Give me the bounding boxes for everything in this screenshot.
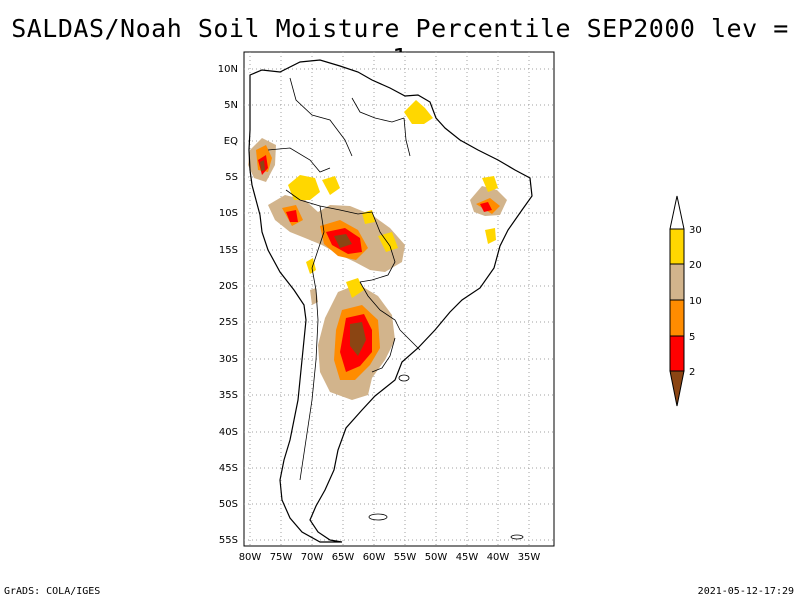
lat-label: 40S: [219, 427, 238, 438]
legend-label: 5: [689, 332, 695, 343]
legend-label: 30: [689, 225, 702, 236]
legend-label: 10: [689, 296, 702, 307]
colorbar-labels: 2 5 10 20 30: [689, 225, 702, 378]
lon-label: 70W: [301, 552, 324, 563]
lat-label: 35S: [219, 390, 238, 401]
shade-20-30: [288, 100, 498, 298]
lat-label: 10S: [219, 208, 238, 219]
lat-label: 50S: [219, 499, 238, 510]
lat-label: 45S: [219, 463, 238, 474]
lat-label: 10N: [218, 64, 238, 75]
lon-label: 40W: [487, 552, 510, 563]
lat-label: 25S: [219, 317, 238, 328]
lon-label: 65W: [332, 552, 355, 563]
legend-swatch-above-30: [669, 195, 685, 230]
lon-label: 50W: [425, 552, 448, 563]
map-frame: [243, 51, 555, 547]
lat-label: 5S: [225, 172, 238, 183]
lon-axis: 80W 75W 70W 65W 60W 55W 50W 45W 40W 35W: [239, 552, 541, 563]
footer-credit: GrADS: COLA/IGES: [4, 586, 101, 597]
soil-moisture-shading: [248, 100, 507, 400]
country-borders: [267, 77, 421, 481]
footer-timestamp: 2021-05-12-17:29: [697, 586, 794, 597]
south-america-outline: [248, 59, 533, 543]
map-title: SALDAS/Noah Soil Moisture Percentile SEP…: [11, 14, 789, 72]
lat-label: 30S: [219, 354, 238, 365]
legend-swatch-10-20: [669, 263, 685, 301]
legend-label: 20: [689, 260, 702, 271]
legend-label: 2: [689, 367, 695, 378]
lon-label: 35W: [518, 552, 541, 563]
legend-swatch-5-10: [669, 299, 685, 337]
legend-swatch-below-2: [669, 370, 685, 407]
shade-below-2: [260, 160, 366, 356]
lat-label: 20S: [219, 281, 238, 292]
lon-label: 60W: [363, 552, 386, 563]
lon-label: 55W: [394, 552, 417, 563]
lon-label: 45W: [456, 552, 479, 563]
legend-swatch-20-30: [669, 228, 685, 265]
lat-label: EQ: [224, 136, 238, 147]
colorbar-legend: [669, 195, 685, 407]
lat-label: 5N: [224, 100, 238, 111]
lon-label: 75W: [270, 552, 293, 563]
islands: [368, 374, 524, 540]
lon-label: 80W: [239, 552, 262, 563]
lat-label: 55S: [219, 535, 238, 546]
lat-axis: 10N 5N EQ 5S 10S 15S 20S 25S 30S 35S 40S…: [218, 64, 238, 546]
lat-label: 15S: [219, 245, 238, 256]
legend-swatch-2-5: [669, 335, 685, 372]
